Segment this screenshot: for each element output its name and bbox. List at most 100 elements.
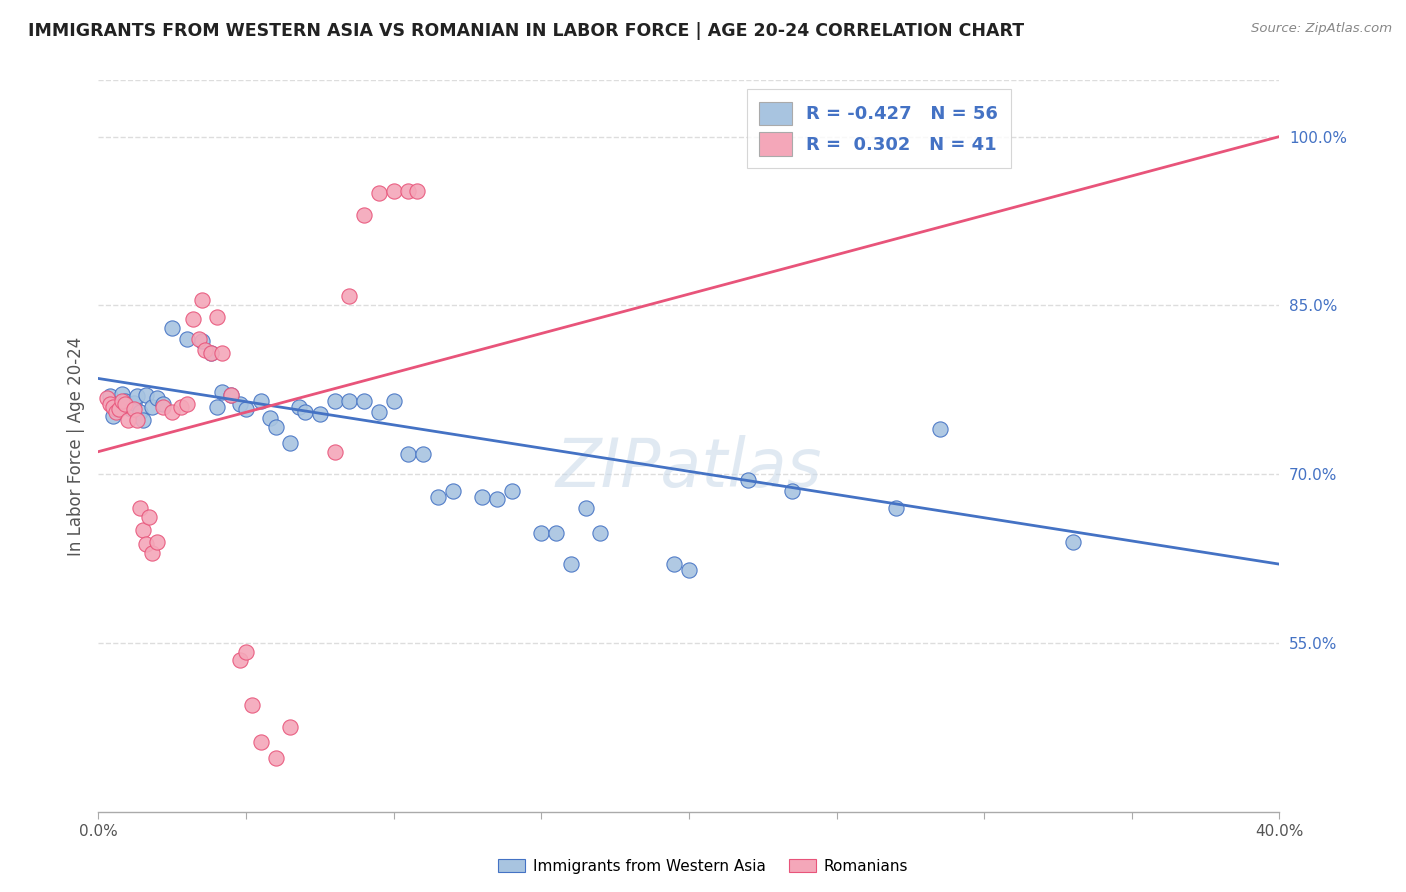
Point bbox=[294, 405, 316, 419]
Point bbox=[235, 645, 257, 659]
Point bbox=[135, 537, 157, 551]
Point bbox=[406, 184, 429, 198]
Point bbox=[194, 343, 217, 358]
Point bbox=[928, 422, 950, 436]
Point bbox=[132, 413, 155, 427]
Point bbox=[486, 491, 509, 506]
Point bbox=[120, 401, 142, 416]
Point bbox=[664, 557, 686, 571]
Point bbox=[574, 500, 596, 515]
Point bbox=[560, 557, 582, 571]
Point bbox=[187, 332, 209, 346]
Point bbox=[111, 387, 134, 401]
Point bbox=[135, 388, 157, 402]
Point bbox=[382, 394, 405, 409]
Point bbox=[250, 735, 273, 749]
Point bbox=[396, 447, 419, 461]
Point bbox=[146, 391, 169, 405]
Point bbox=[339, 289, 360, 303]
Point bbox=[323, 444, 346, 458]
Point bbox=[884, 500, 907, 515]
Point bbox=[114, 397, 136, 411]
Point bbox=[678, 563, 700, 577]
Point bbox=[108, 397, 131, 411]
Point bbox=[353, 394, 375, 409]
Text: ZIPatlas: ZIPatlas bbox=[555, 435, 823, 501]
Point bbox=[98, 389, 121, 403]
Point bbox=[211, 345, 233, 359]
Point bbox=[264, 750, 287, 764]
Point bbox=[117, 413, 139, 427]
Point bbox=[152, 400, 174, 414]
Legend: Immigrants from Western Asia, Romanians: Immigrants from Western Asia, Romanians bbox=[492, 853, 914, 880]
Point bbox=[264, 420, 287, 434]
Point bbox=[259, 410, 281, 425]
Point bbox=[176, 332, 198, 346]
Point bbox=[141, 546, 163, 560]
Point bbox=[368, 405, 391, 419]
Point bbox=[782, 483, 804, 498]
Point bbox=[103, 400, 125, 414]
Point bbox=[108, 401, 131, 416]
Point bbox=[219, 388, 242, 402]
Point bbox=[382, 184, 405, 198]
Point bbox=[501, 483, 523, 498]
Point bbox=[240, 698, 263, 712]
Point bbox=[412, 447, 434, 461]
Point bbox=[278, 720, 302, 734]
Point bbox=[546, 525, 568, 540]
Point bbox=[427, 490, 450, 504]
Point bbox=[229, 653, 252, 667]
Text: Source: ZipAtlas.com: Source: ZipAtlas.com bbox=[1251, 22, 1392, 36]
Point bbox=[211, 384, 233, 399]
Point bbox=[200, 345, 222, 359]
Point bbox=[250, 394, 273, 409]
Point bbox=[98, 397, 121, 411]
Point bbox=[162, 321, 183, 335]
Point bbox=[339, 394, 360, 409]
Point bbox=[146, 534, 169, 549]
Point bbox=[176, 397, 198, 411]
Point bbox=[138, 509, 160, 524]
Point bbox=[288, 400, 311, 414]
Point bbox=[278, 435, 302, 450]
Point bbox=[396, 184, 419, 198]
Point bbox=[309, 408, 332, 422]
Point bbox=[96, 391, 118, 405]
Point bbox=[219, 388, 242, 402]
Point bbox=[368, 186, 391, 200]
Point bbox=[132, 524, 155, 538]
Point bbox=[205, 310, 228, 324]
Point bbox=[128, 500, 150, 515]
Point bbox=[589, 525, 612, 540]
Point bbox=[162, 405, 183, 419]
Point bbox=[441, 483, 464, 498]
Point bbox=[471, 490, 494, 504]
Point bbox=[205, 400, 228, 414]
Point bbox=[103, 409, 125, 423]
Point bbox=[114, 394, 136, 409]
Y-axis label: In Labor Force | Age 20-24: In Labor Force | Age 20-24 bbox=[66, 336, 84, 556]
Text: IMMIGRANTS FROM WESTERN ASIA VS ROMANIAN IN LABOR FORCE | AGE 20-24 CORRELATION : IMMIGRANTS FROM WESTERN ASIA VS ROMANIAN… bbox=[28, 22, 1024, 40]
Point bbox=[191, 334, 214, 349]
Point bbox=[111, 394, 134, 409]
Point bbox=[353, 208, 375, 222]
Point bbox=[235, 401, 257, 416]
Point bbox=[1062, 534, 1084, 549]
Point bbox=[105, 401, 128, 416]
Point bbox=[181, 311, 204, 326]
Point bbox=[737, 473, 759, 487]
Point bbox=[125, 413, 148, 427]
Point bbox=[125, 389, 148, 403]
Point bbox=[200, 345, 222, 359]
Point bbox=[191, 293, 214, 307]
Point bbox=[141, 400, 163, 414]
Point bbox=[128, 405, 150, 419]
Point bbox=[105, 405, 128, 419]
Point bbox=[323, 394, 346, 409]
Point bbox=[117, 400, 139, 414]
Point bbox=[530, 525, 553, 540]
Point bbox=[152, 397, 174, 411]
Point bbox=[170, 400, 193, 414]
Point bbox=[229, 397, 252, 411]
